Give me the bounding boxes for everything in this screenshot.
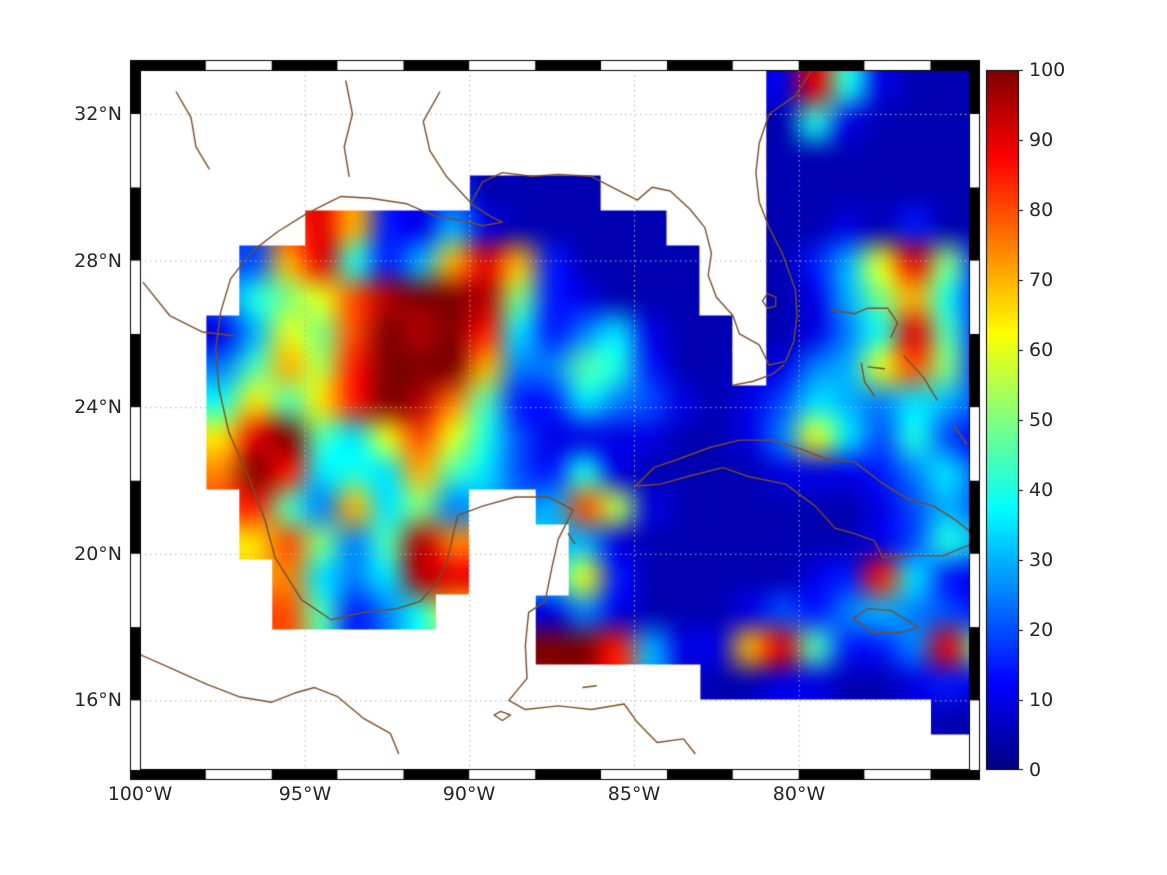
colorbar-tick-label-40: 40 (1029, 479, 1054, 501)
y-tick-label-32N: 32°N (74, 103, 122, 125)
x-tick-label-80W: 80°W (772, 783, 826, 805)
colorbar-tick-label-0: 0 (1029, 759, 1042, 781)
y-tick-label-24N: 24°N (74, 396, 122, 418)
colorbar-tick-label-20: 20 (1029, 619, 1054, 641)
colorbar-tick-label-50: 50 (1029, 409, 1054, 431)
y-tick-label-20N: 20°N (74, 543, 122, 565)
colorbar-tick-label-70: 70 (1029, 269, 1054, 291)
y-tick-label-16N: 16°N (74, 689, 122, 711)
x-tick-label-85W: 85°W (607, 783, 661, 805)
colorbar-tick-label-10: 10 (1029, 689, 1054, 711)
x-tick-label-100W: 100°W (107, 783, 173, 805)
y-tick-label-28N: 28°N (74, 250, 122, 272)
colorbar-tick-label-60: 60 (1029, 339, 1054, 361)
colorbar-tick-label-100: 100 (1029, 59, 1066, 81)
x-tick-label-90W: 90°W (442, 783, 496, 805)
colorbar-tick-label-80: 80 (1029, 199, 1054, 221)
colorbar-tick-label-30: 30 (1029, 549, 1054, 571)
colorbar-tick-label-90: 90 (1029, 129, 1054, 151)
x-tick-label-95W: 95°W (278, 783, 332, 805)
